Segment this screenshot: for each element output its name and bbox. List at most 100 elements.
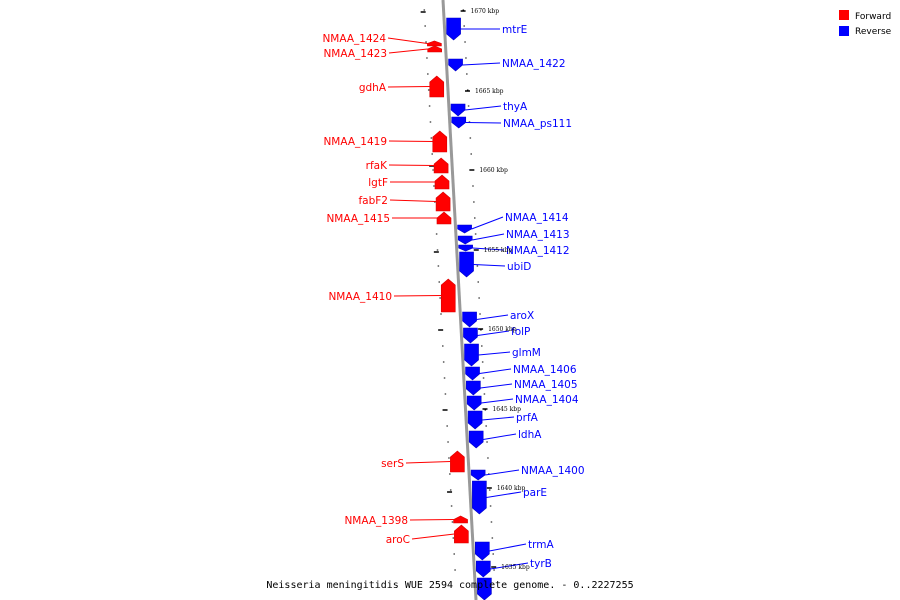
reverse-gene-label: trmA	[528, 539, 554, 551]
reverse-leader-line	[489, 543, 527, 552]
reverse-leader-line	[462, 62, 501, 66]
reverse-gene-label: NMAA_1404	[515, 394, 579, 406]
reverse-leader-line	[471, 216, 504, 230]
reverse-leader-line	[472, 247, 505, 251]
reverse-leader-line	[480, 383, 513, 389]
kbp-label: 1635 kbp	[501, 564, 530, 571]
legend-forward-label: Forward	[855, 12, 891, 22]
forward-leader-line	[405, 461, 451, 464]
reverse-leader-line	[478, 351, 511, 356]
forward-gene	[434, 174, 450, 190]
reverse-leader-line	[477, 330, 510, 336]
forward-gene-label: gdhA	[359, 82, 387, 94]
forward-gene-label: NMAA_1415	[326, 213, 390, 225]
forward-gene-label: serS	[381, 458, 404, 470]
reverse-gene	[457, 235, 473, 245]
forward-gene-label: fabF2	[358, 195, 388, 207]
genome-backbone	[441, 0, 478, 600]
forward-leader-line	[411, 533, 455, 540]
kbp-label: 1650 kbp	[488, 326, 517, 333]
reverse-gene-label: tyrB	[530, 558, 552, 570]
gene-labels: NMAA_1424 NMAA_1423 gdhA NMAA_1419 rfaK lgtF f…	[322, 24, 584, 570]
forward-gene-label: rfaK	[366, 160, 388, 172]
reverse-leader-line	[472, 233, 505, 241]
forward-gene	[433, 157, 449, 174]
forward-gene	[436, 211, 452, 225]
forward-leader-line	[388, 48, 428, 54]
reverse-gene-label: NMAA_1406	[513, 364, 577, 376]
reverse-gene-label: NMAA_1412	[506, 245, 570, 257]
forward-gene-label: NMAA_1424	[322, 33, 386, 45]
gene-features	[427, 17, 492, 600]
reverse-gene	[467, 410, 483, 430]
reverse-gene-label: NMAA_1413	[506, 229, 570, 241]
reverse-gene	[472, 480, 487, 515]
forward-leader-line	[387, 37, 428, 44]
forward-gene	[432, 130, 448, 153]
forward-leader-line	[388, 140, 433, 142]
legend-forward-swatch	[839, 10, 849, 20]
reverse-gene	[466, 395, 482, 411]
reverse-gene-label: NMAA_1405	[514, 379, 578, 391]
kbp-label: 1660 kbp	[479, 167, 508, 174]
reverse-leader-line	[481, 398, 514, 404]
reverse-gene-label: mtrE	[502, 24, 527, 36]
reverse-gene	[459, 251, 474, 278]
reverse-gene	[475, 541, 490, 561]
reverse-gene-label: ldhA	[518, 429, 542, 441]
kbp-markers: 1670 kbp 1665 kbp 1660 kbp 1655 kbp 1650 kbp…	[460, 8, 530, 571]
reverse-leader-line	[464, 105, 502, 111]
reverse-leader-line	[473, 264, 506, 267]
forward-gene	[454, 524, 469, 544]
reverse-gene	[448, 58, 463, 72]
legend-reverse-label: Reverse	[855, 27, 892, 37]
reverse-gene-label: prfA	[516, 412, 539, 424]
reverse-gene	[446, 17, 461, 41]
forward-leader-line	[393, 295, 442, 297]
reverse-gene	[464, 343, 479, 367]
forward-gene	[453, 515, 468, 524]
reverse-gene	[451, 116, 467, 129]
kbp-label: 1670 kbp	[471, 8, 500, 15]
reverse-gene	[450, 103, 466, 117]
forward-gene	[440, 278, 456, 313]
legend: Forward Reverse	[839, 10, 892, 37]
forward-leader-line	[389, 199, 437, 202]
forward-gene	[427, 40, 442, 47]
reverse-gene-label: ubiD	[507, 261, 531, 273]
forward-leader-line	[409, 519, 454, 521]
reverse-gene	[457, 224, 472, 234]
kbp-label: 1645 kbp	[492, 406, 521, 413]
reverse-gene	[475, 560, 491, 578]
reverse-gene	[465, 366, 480, 381]
reverse-gene-label: glmM	[512, 347, 541, 359]
reverse-leader-line	[490, 562, 529, 570]
forward-gene-label: NMAA_1398	[344, 515, 408, 527]
reverse-leader-line	[476, 314, 509, 320]
reverse-gene	[477, 577, 492, 600]
reverse-gene-label: aroX	[510, 310, 534, 322]
reverse-leader-line	[483, 433, 517, 440]
reverse-gene-label: folP	[511, 326, 530, 338]
reverse-leader-line	[482, 416, 515, 421]
reverse-gene-label: NMAA_1400	[521, 465, 585, 477]
forward-gene-label: NMAA_1419	[323, 136, 387, 148]
reverse-gene-label: parE	[523, 487, 547, 499]
reverse-leader-line	[479, 368, 512, 374]
forward-gene-label: aroC	[386, 534, 410, 546]
kbp-label: 1665 kbp	[475, 88, 504, 95]
reverse-gene-label: NMAA_ps111	[503, 118, 572, 130]
genome-caption: Neisseria meningitidis WUE 2594 complete…	[266, 580, 633, 591]
kbp-label: 1655 kbp	[484, 247, 513, 254]
forward-leader-line	[387, 86, 430, 88]
reverse-gene	[458, 244, 473, 252]
reverse-gene	[463, 327, 478, 344]
reverse-leader-line	[485, 469, 520, 476]
reverse-leader-line	[465, 122, 502, 124]
reverse-gene	[470, 469, 486, 481]
legend-reverse-swatch	[839, 26, 849, 36]
reverse-leader-line	[486, 491, 522, 498]
reverse-gene	[466, 380, 481, 396]
forward-gene	[450, 450, 465, 473]
